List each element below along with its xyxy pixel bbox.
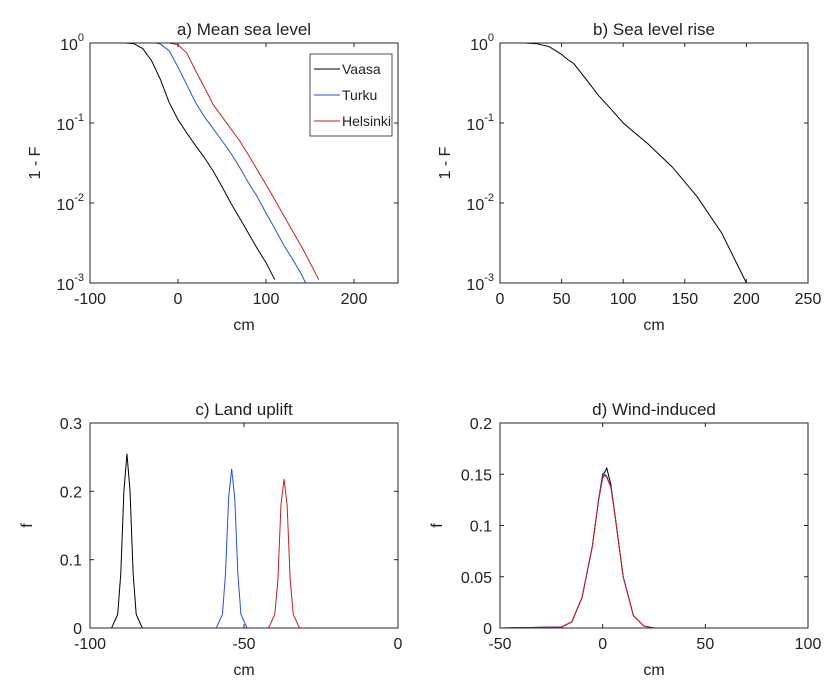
x-tick-label: 0 [598,636,607,653]
y-tick-label: 100 [470,32,494,54]
data-line [499,474,808,629]
data-line [90,42,307,284]
x-tick-label: 150 [671,291,698,308]
x-tick-label: -100 [74,291,106,308]
data-line [90,42,276,280]
y-tick-base: 10 [466,197,484,214]
legend-label: Turku [342,87,377,103]
y-tick-exponent: -1 [484,112,494,124]
y-tick-base: 10 [60,37,78,54]
axes-box [499,42,809,284]
chart-title: c) Land uplift [195,400,293,419]
y-tick-base: 10 [56,197,74,214]
y-tick-label: 10-1 [56,112,84,134]
plot-area [90,423,398,628]
y-axis-label: f [429,523,446,528]
axes-box [89,42,399,284]
chart-title: a) Mean sea level [177,20,311,39]
subplot: -100 -50 0 0 0.1 0.2 0.3 c) Land uplift cm f [19,400,403,679]
y-tick-label: 0.15 [461,467,492,484]
x-tick-label: 200 [341,291,368,308]
x-tick-label: 0 [496,291,505,308]
y-tick-label: 0.2 [470,416,492,433]
x-tick-label: -50 [488,636,511,653]
legend-label: Helsinki [342,113,391,129]
data-line [90,478,398,629]
y-axis-label: 1 - F [27,146,44,179]
x-tick-label: 0 [394,636,403,653]
plot-area [500,423,808,628]
y-tick-label: 10-2 [466,192,494,214]
y-tick-exponent: 0 [488,32,494,44]
x-tick-label: 200 [733,291,760,308]
y-tick-exponent: -3 [484,272,494,284]
x-tick-label: 250 [795,291,822,308]
y-tick-exponent: -3 [74,272,84,284]
y-tick-base: 10 [470,37,488,54]
y-tick-label: 10-2 [56,192,84,214]
x-tick-label: 100 [610,291,637,308]
y-tick-label: 0.3 [60,416,82,433]
x-tick-label: 0 [174,291,183,308]
data-line [90,453,398,629]
y-tick-label: 0.05 [461,570,492,587]
y-tick-exponent: -1 [74,112,84,124]
data-line [90,468,398,629]
x-tick-label: 100 [253,291,280,308]
y-tick-label: 0.1 [470,519,492,536]
x-axis-label: cm [643,662,664,679]
y-tick-base: 10 [56,117,74,134]
y-tick-label: 0.2 [60,484,82,501]
y-tick-label: 0 [483,621,492,638]
y-tick-label: 10-3 [466,272,494,294]
y-axis-label: 1 - F [437,146,454,179]
chart-title: b) Sea level rise [593,20,715,39]
y-tick-label: 100 [60,32,84,54]
data-line [90,42,320,280]
data-line [500,42,747,284]
x-axis-label: cm [233,317,254,334]
x-tick-label: -50 [232,636,255,653]
chart-title: d) Wind-induced [592,400,716,419]
y-tick-label: 0.1 [60,553,82,570]
y-tick-exponent: 0 [78,32,84,44]
y-tick-exponent: -2 [484,192,494,204]
x-tick-label: 100 [795,636,822,653]
x-tick-label: 50 [553,291,571,308]
y-axis-label: f [19,523,36,528]
x-axis-label: cm [233,662,254,679]
y-tick-label: 10-1 [466,112,494,134]
y-tick-base: 10 [466,277,484,294]
x-tick-label: 50 [696,636,714,653]
y-tick-exponent: -2 [74,192,84,204]
x-tick-label: -100 [74,636,106,653]
x-axis-label: cm [643,317,664,334]
y-tick-base: 10 [56,277,74,294]
y-tick-label: 0 [73,621,82,638]
y-tick-label: 10-3 [56,272,84,294]
legend-label: Vaasa [342,61,381,77]
plot-area [500,43,808,283]
y-tick-base: 10 [466,117,484,134]
